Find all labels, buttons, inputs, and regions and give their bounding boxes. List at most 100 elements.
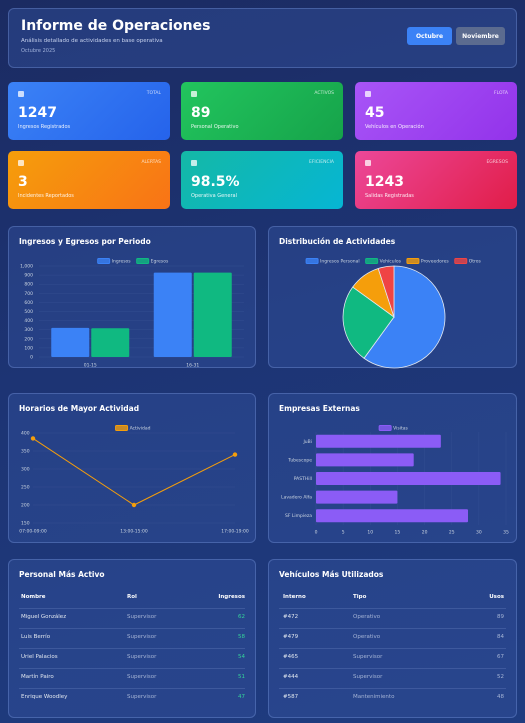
x-tick-label: 10 bbox=[367, 530, 373, 536]
table-cell: Enrique Woodley bbox=[21, 694, 68, 700]
table-cell: 84 bbox=[497, 634, 504, 640]
y-tick-label: 100 bbox=[24, 345, 33, 351]
chart-panel: Ingresos Egresos 0 100 200 300 400 500 600 700 800… bbox=[8, 226, 256, 369]
x-tick-label: 17:00-19:00 bbox=[221, 529, 249, 535]
table-cell: Operativo bbox=[353, 634, 381, 640]
x-tick-label: 30 bbox=[476, 530, 482, 536]
card-caption: Salidas Registradas bbox=[365, 193, 414, 199]
column-header: Ingresos bbox=[218, 594, 245, 600]
chart-title: Empresas Externas bbox=[279, 404, 360, 413]
chart-panel: Visitas 0 5 10 15 20 25 30 35 JuBi Tubescope PASTHi… bbox=[268, 393, 517, 543]
table-cell: #479 bbox=[283, 634, 299, 640]
legend-swatch bbox=[454, 258, 468, 264]
table-panel: Vehículos Más Utilizados Interno Tipo Usos… bbox=[268, 559, 517, 718]
y-tick-label: 600 bbox=[24, 300, 33, 306]
y-tick-label: 700 bbox=[24, 291, 33, 297]
page-date: Octubre 2025 bbox=[21, 48, 56, 54]
y-tick-label: Tubescope bbox=[287, 457, 312, 463]
y-tick-label: 300 bbox=[21, 467, 30, 473]
table-cell: #444 bbox=[283, 674, 299, 680]
table-cell: #587 bbox=[283, 694, 299, 700]
x-tick-label: 35 bbox=[503, 530, 509, 536]
y-tick-label: 350 bbox=[21, 449, 30, 455]
card-label: ALERTAS bbox=[141, 160, 161, 165]
table-cell: Operativo bbox=[353, 614, 381, 620]
bar bbox=[316, 453, 414, 467]
month-button[interactable]: Octubre bbox=[407, 27, 452, 45]
y-tick-label: 400 bbox=[21, 431, 30, 437]
bar bbox=[316, 434, 441, 448]
stat-card: EFICIENCIA 98.5% Operativa General bbox=[181, 151, 343, 209]
bar bbox=[153, 272, 192, 357]
table-cell: 54 bbox=[238, 654, 245, 660]
legend-swatch bbox=[378, 425, 392, 431]
column-header: Usos bbox=[489, 594, 504, 600]
x-tick-label: 07:00-09:00 bbox=[19, 529, 47, 535]
line bbox=[32, 437, 236, 506]
table-cell: Uriel Palacios bbox=[21, 654, 58, 660]
y-tick-label: 150 bbox=[21, 521, 30, 527]
card-label: FLOTA bbox=[494, 91, 508, 96]
card-icon bbox=[18, 160, 24, 166]
column-header: Rol bbox=[127, 594, 137, 600]
legend-label: Ingresos Personal bbox=[320, 259, 360, 265]
table-cell: Mantenimiento bbox=[353, 694, 395, 700]
stat-card: FLOTA 45 Vehículos en Operación bbox=[355, 82, 517, 140]
legend-label: Egresos bbox=[151, 259, 169, 265]
table-cell: 67 bbox=[497, 654, 504, 660]
bar bbox=[51, 327, 90, 357]
legend-swatch bbox=[406, 258, 420, 264]
line-point bbox=[131, 502, 137, 508]
x-tick-label: 15 bbox=[395, 530, 401, 536]
line-point bbox=[232, 452, 238, 457]
y-tick-label: 900 bbox=[24, 273, 33, 279]
x-tick-label: 16-31 bbox=[186, 363, 199, 369]
table-cell: #465 bbox=[283, 654, 299, 660]
x-tick-label: 01-15 bbox=[84, 363, 97, 369]
chart-title: Horarios de Mayor Actividad bbox=[19, 404, 140, 413]
card-icon bbox=[18, 91, 24, 97]
month-button[interactable]: Noviembre bbox=[456, 27, 505, 45]
table-cell: 62 bbox=[238, 614, 245, 620]
table-cell: Supervisor bbox=[127, 674, 157, 680]
x-tick-label: 5 bbox=[342, 530, 345, 536]
legend-label: Visitas bbox=[393, 426, 408, 432]
table-panel: Personal Más Activo Nombre Rol Ingresos Mig… bbox=[8, 559, 256, 718]
legend-swatch bbox=[365, 258, 379, 264]
card-value: 98.5% bbox=[191, 174, 240, 190]
header: Informe de Operaciones Análisis detallad… bbox=[8, 8, 517, 68]
table-cell: Miguel González bbox=[21, 614, 67, 620]
table-cell: Martín Pairo bbox=[21, 674, 54, 680]
table-cell: Luis Berrío bbox=[21, 634, 51, 640]
table-cell: 51 bbox=[238, 674, 245, 680]
chart: Ingresos Egresos 0 100 200 300 400 500 600 700 800… bbox=[20, 258, 244, 369]
bar bbox=[91, 328, 130, 357]
y-tick-label: 300 bbox=[24, 327, 33, 333]
row-divider bbox=[19, 668, 245, 669]
y-tick-label: 500 bbox=[24, 309, 33, 315]
row-divider bbox=[279, 668, 506, 669]
legend-label: Vehículos bbox=[380, 258, 402, 265]
y-tick-label: 400 bbox=[24, 318, 33, 324]
stat-card: EGRESOS 1243 Salidas Registradas bbox=[355, 151, 517, 209]
card-label: EFICIENCIA bbox=[309, 160, 334, 165]
y-tick-label: Lavadero Alfa bbox=[281, 495, 312, 501]
column-header: Nombre bbox=[21, 594, 46, 600]
legend-swatch bbox=[97, 258, 111, 264]
card-icon bbox=[365, 160, 371, 166]
stat-card: TOTAL 1247 Ingresos Registrados bbox=[8, 82, 170, 140]
chart-panel: Actividad 150 200 250 300 350 400 07:00-09:00 13… bbox=[8, 393, 256, 543]
row-divider bbox=[19, 608, 245, 609]
table-title: Vehículos Más Utilizados bbox=[279, 570, 384, 579]
card-caption: Personal Operativo bbox=[191, 124, 239, 130]
card-label: TOTAL bbox=[146, 91, 161, 96]
card-icon bbox=[191, 160, 197, 166]
x-tick-label: 13:00-15:00 bbox=[120, 529, 148, 535]
chart: Ingresos Personal Vehículos Proveedores Otr… bbox=[305, 258, 482, 369]
row-divider bbox=[279, 608, 506, 609]
chart-title: Distribución de Actividades bbox=[279, 237, 396, 246]
x-tick-label: 25 bbox=[449, 530, 455, 536]
table-cell: 89 bbox=[497, 614, 504, 620]
legend-swatch bbox=[115, 425, 129, 431]
card-value: 1247 bbox=[18, 105, 57, 121]
